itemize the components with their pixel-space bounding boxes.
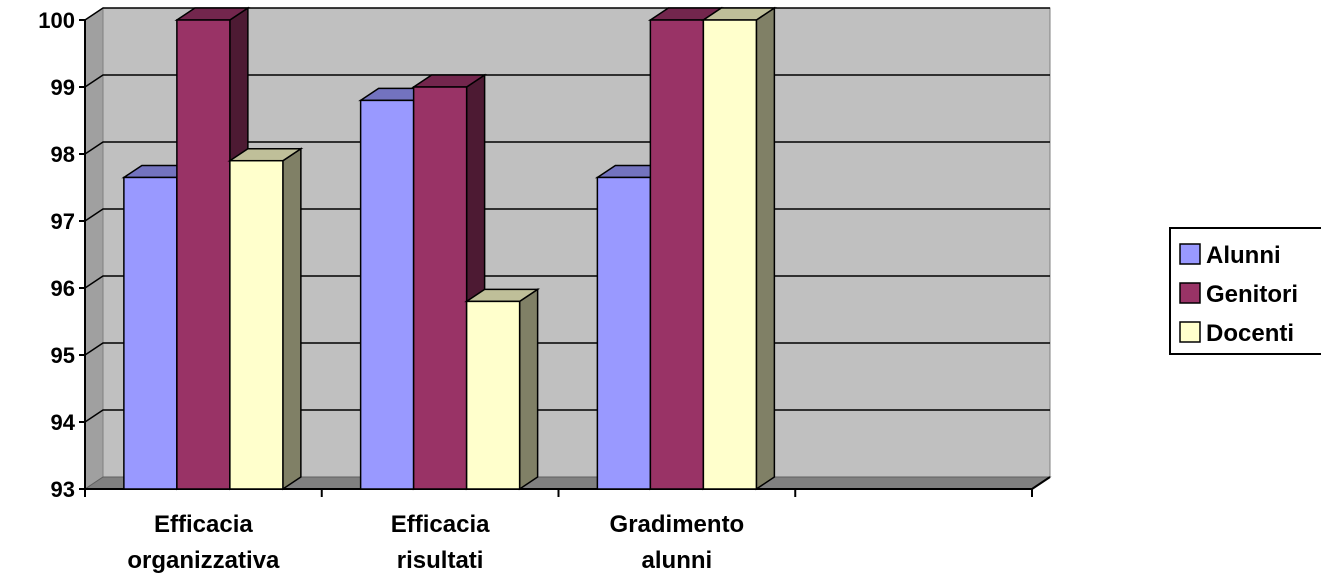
bar-front xyxy=(229,159,284,490)
x-category-label: risultati xyxy=(397,547,484,574)
bars xyxy=(121,6,777,491)
x-category-label: Efficacia xyxy=(391,511,490,538)
y-tick-label: 98 xyxy=(51,142,75,167)
bar-front xyxy=(465,300,521,490)
x-category-label: organizzativa xyxy=(127,547,280,574)
y-tick-label: 100 xyxy=(38,8,75,33)
y-tick-labels: 93 94 95 96 97 98 99 100 xyxy=(38,8,75,502)
legend-label: Genitori xyxy=(1206,281,1298,308)
bar-front xyxy=(412,86,468,490)
bar-front xyxy=(596,176,652,490)
y-tick-label: 96 xyxy=(51,276,75,301)
legend-swatch xyxy=(1179,243,1201,265)
bar-front xyxy=(123,176,178,490)
x-category-label: alunni xyxy=(642,547,713,574)
legend-label: Docenti xyxy=(1206,320,1294,347)
bar-side xyxy=(755,6,776,491)
bar-front xyxy=(702,19,758,490)
legend-swatch xyxy=(1179,321,1201,343)
x-category-label: Efficacia xyxy=(154,511,253,538)
x-category-label: Gradimento xyxy=(610,511,745,538)
bar-front xyxy=(649,19,705,490)
y-tick-label: 94 xyxy=(51,410,76,435)
y-tick-label: 97 xyxy=(51,209,75,234)
bar-side xyxy=(518,287,539,491)
legend-label: Alunni xyxy=(1206,242,1281,269)
y-tick-label: 93 xyxy=(51,477,75,502)
y-tick-label: 95 xyxy=(51,343,75,368)
bar xyxy=(700,6,777,491)
bar-side xyxy=(282,147,302,491)
legend: Alunni Genitori Docenti xyxy=(1169,227,1321,355)
legend-swatch xyxy=(1179,282,1201,304)
bar-front xyxy=(359,99,415,490)
y-tick-label: 99 xyxy=(51,75,75,100)
x-axis-end xyxy=(1031,476,1051,490)
bar-front xyxy=(176,19,231,490)
bar xyxy=(464,287,541,491)
x-category-labels: Efficacia organizzativa Efficacia risultati… xyxy=(127,511,744,574)
bar xyxy=(594,164,671,491)
bar xyxy=(227,147,304,491)
